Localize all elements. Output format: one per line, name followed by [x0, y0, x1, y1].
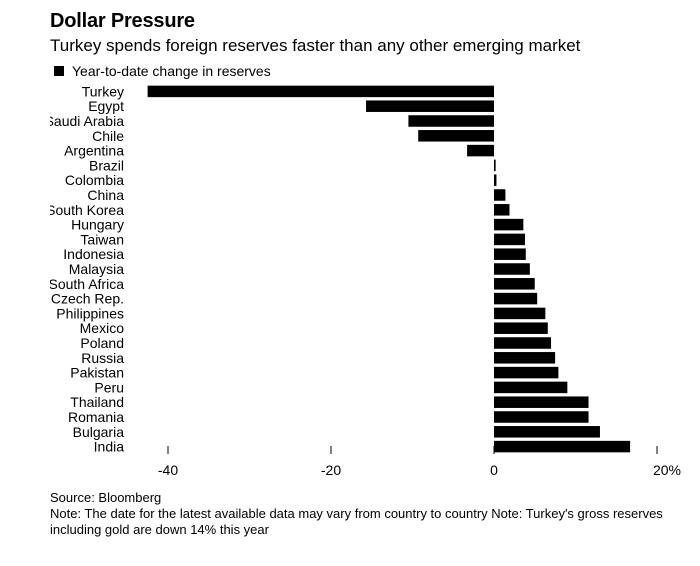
category-label: Hungary: [71, 217, 124, 233]
category-label: Philippines: [56, 305, 124, 321]
bar-hungary: [494, 218, 524, 231]
category-label: Saudi Arabia: [45, 113, 125, 129]
category-label: Malaysia: [69, 261, 124, 277]
category-label: Pakistan: [70, 365, 124, 381]
bar-chile: [418, 130, 494, 142]
legend-label: Year-to-date change in reserves: [72, 63, 271, 79]
category-label: South Korea: [46, 202, 124, 218]
category-label: Taiwan: [80, 231, 124, 247]
x-tick-label: -40: [158, 462, 178, 478]
category-label: India: [94, 439, 125, 455]
note-text: Note: The date for the latest available …: [50, 506, 663, 537]
bar-china: [494, 189, 506, 201]
bar-mexico: [494, 322, 548, 334]
bar-south-africa: [494, 278, 535, 290]
category-label: Indonesia: [63, 246, 124, 262]
bar-peru: [494, 381, 568, 394]
x-tick-label: 0: [490, 462, 498, 478]
bar-thailand: [494, 396, 589, 408]
bar-poland: [494, 337, 552, 349]
category-label: Romania: [68, 409, 124, 425]
bar-india: [494, 440, 631, 453]
bar-philippines: [494, 307, 546, 320]
bar-egypt: [366, 100, 494, 112]
chart-title: Dollar Pressure: [50, 10, 195, 32]
category-label: Bulgaria: [73, 424, 125, 440]
category-label: Brazil: [89, 157, 124, 173]
bar-pakistan: [494, 366, 559, 379]
bar-turkey: [147, 85, 494, 98]
bar-malaysia: [494, 263, 530, 275]
category-label: Mexico: [80, 320, 125, 336]
chart-subtitle: Turkey spends foreign reserves faster th…: [50, 36, 581, 55]
category-label: Chile: [92, 128, 124, 144]
bar-colombia: [494, 174, 497, 186]
bar-indonesia: [494, 248, 526, 260]
x-tick-label: 20%: [653, 462, 681, 478]
bar-argentina: [467, 144, 494, 157]
category-label: China: [87, 187, 124, 203]
source-text: Source: Bloomberg: [50, 490, 162, 505]
bar-bulgaria: [494, 426, 600, 438]
category-label: Peru: [94, 379, 124, 395]
bar-saudi-arabia: [408, 115, 494, 127]
x-tick-label: -20: [321, 462, 341, 478]
category-label: Argentina: [64, 143, 124, 159]
bar-south-korea: [494, 204, 510, 216]
category-label: Russia: [81, 350, 124, 366]
bar-russia: [494, 352, 556, 364]
footer: Source: Bloomberg Note: The date for the…: [50, 490, 670, 538]
x-axis: -40 -20 0 20%: [158, 446, 681, 478]
category-label: Poland: [80, 335, 124, 351]
bar-romania: [494, 411, 589, 423]
bars: [147, 85, 631, 453]
legend: Year-to-date change in reserves: [54, 63, 271, 79]
category-label: Turkey: [82, 83, 124, 99]
category-label: Egypt: [88, 98, 124, 114]
bar-brazil: [494, 159, 496, 172]
category-label: Thailand: [70, 394, 124, 410]
bar-taiwan: [494, 233, 525, 246]
category-label: Czech Rep.: [51, 291, 124, 307]
bar-czech-rep: [494, 292, 538, 305]
legend-swatch: [54, 66, 64, 76]
category-label: Colombia: [65, 172, 124, 188]
category-label: South Africa: [49, 276, 125, 292]
